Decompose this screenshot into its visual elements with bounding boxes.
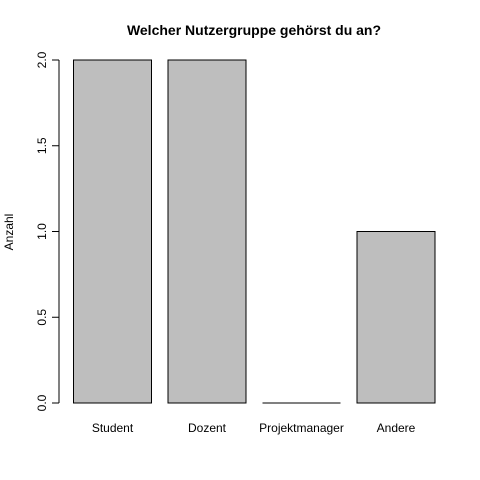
y-tick-label: 1.5	[35, 137, 49, 154]
y-tick-label: 2.0	[35, 51, 49, 68]
bar-andere	[356, 231, 436, 404]
category-label: Student	[92, 421, 134, 435]
y-tick-label: 0.0	[35, 394, 49, 411]
chart-title: Welcher Nutzergruppe gehörst du an?	[127, 22, 381, 38]
bar-student	[73, 59, 152, 404]
y-axis: 0.0 0.5 1.0 1.5 2.0	[35, 51, 60, 411]
bar-dozent	[167, 59, 247, 404]
category-labels: Student Dozent Projektmanager Andere	[92, 421, 416, 435]
y-tick-label: 0.5	[35, 309, 49, 326]
category-label: Dozent	[188, 421, 227, 435]
category-label: Andere	[377, 421, 416, 435]
y-tick-label: 1.0	[35, 223, 49, 240]
category-label: Projektmanager	[259, 421, 344, 435]
bars-group	[73, 59, 436, 404]
y-axis-label: Anzahl	[2, 214, 16, 251]
